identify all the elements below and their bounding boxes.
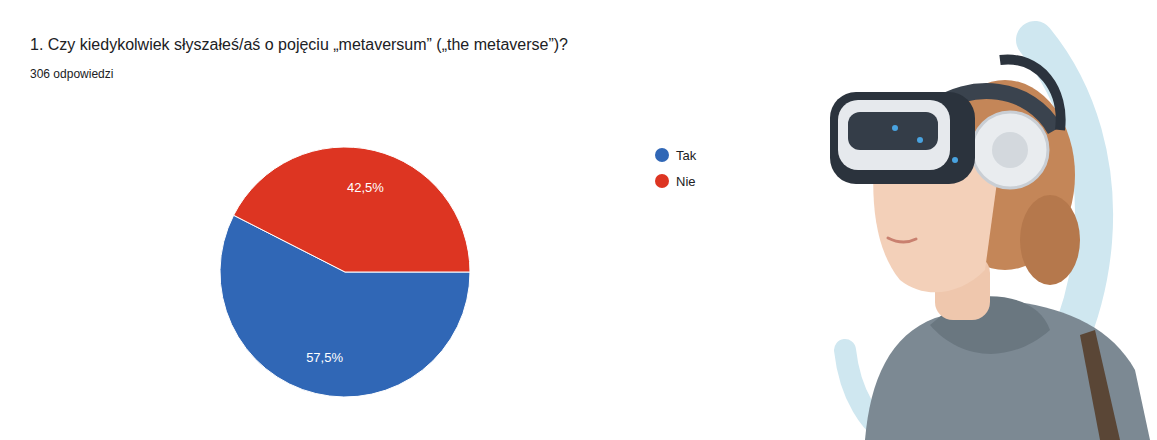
pie <box>220 147 470 397</box>
visor <box>830 92 975 184</box>
visor-front <box>838 100 950 170</box>
hair <box>1020 195 1080 285</box>
visor-panel <box>848 112 938 150</box>
title: 1. Czy kiedykolwiek słyszałeś/aś o pojęc… <box>30 36 568 53</box>
canvas: 1. Czy kiedykolwiek słyszałeś/aś o pojęc… <box>0 0 1157 440</box>
data-label: 57,5% <box>306 350 343 365</box>
backpack-strap <box>1080 330 1120 440</box>
visor-light <box>952 157 958 163</box>
data-label: 42,5% <box>347 180 384 195</box>
background <box>0 0 1157 440</box>
legend-label: Tak <box>676 148 697 163</box>
earphone <box>972 112 1048 188</box>
legend-swatch <box>655 174 669 188</box>
page: 1. Czy kiedykolwiek słyszałeś/aś o pojęc… <box>0 0 1157 440</box>
data-labels: 57,5% 42,5% <box>306 180 384 365</box>
headphone-band <box>1000 60 1061 130</box>
legend-label: Nie <box>676 174 696 189</box>
illustration <box>830 40 1150 440</box>
subtitle: 306 odpowiedzi <box>30 67 113 81</box>
visor-light <box>892 125 898 131</box>
pie-slice <box>234 147 470 272</box>
legend-swatch <box>655 148 669 162</box>
visor-light <box>917 137 923 143</box>
mouth <box>888 238 916 242</box>
legend: Tak Nie <box>655 148 697 189</box>
earphone <box>992 132 1028 168</box>
